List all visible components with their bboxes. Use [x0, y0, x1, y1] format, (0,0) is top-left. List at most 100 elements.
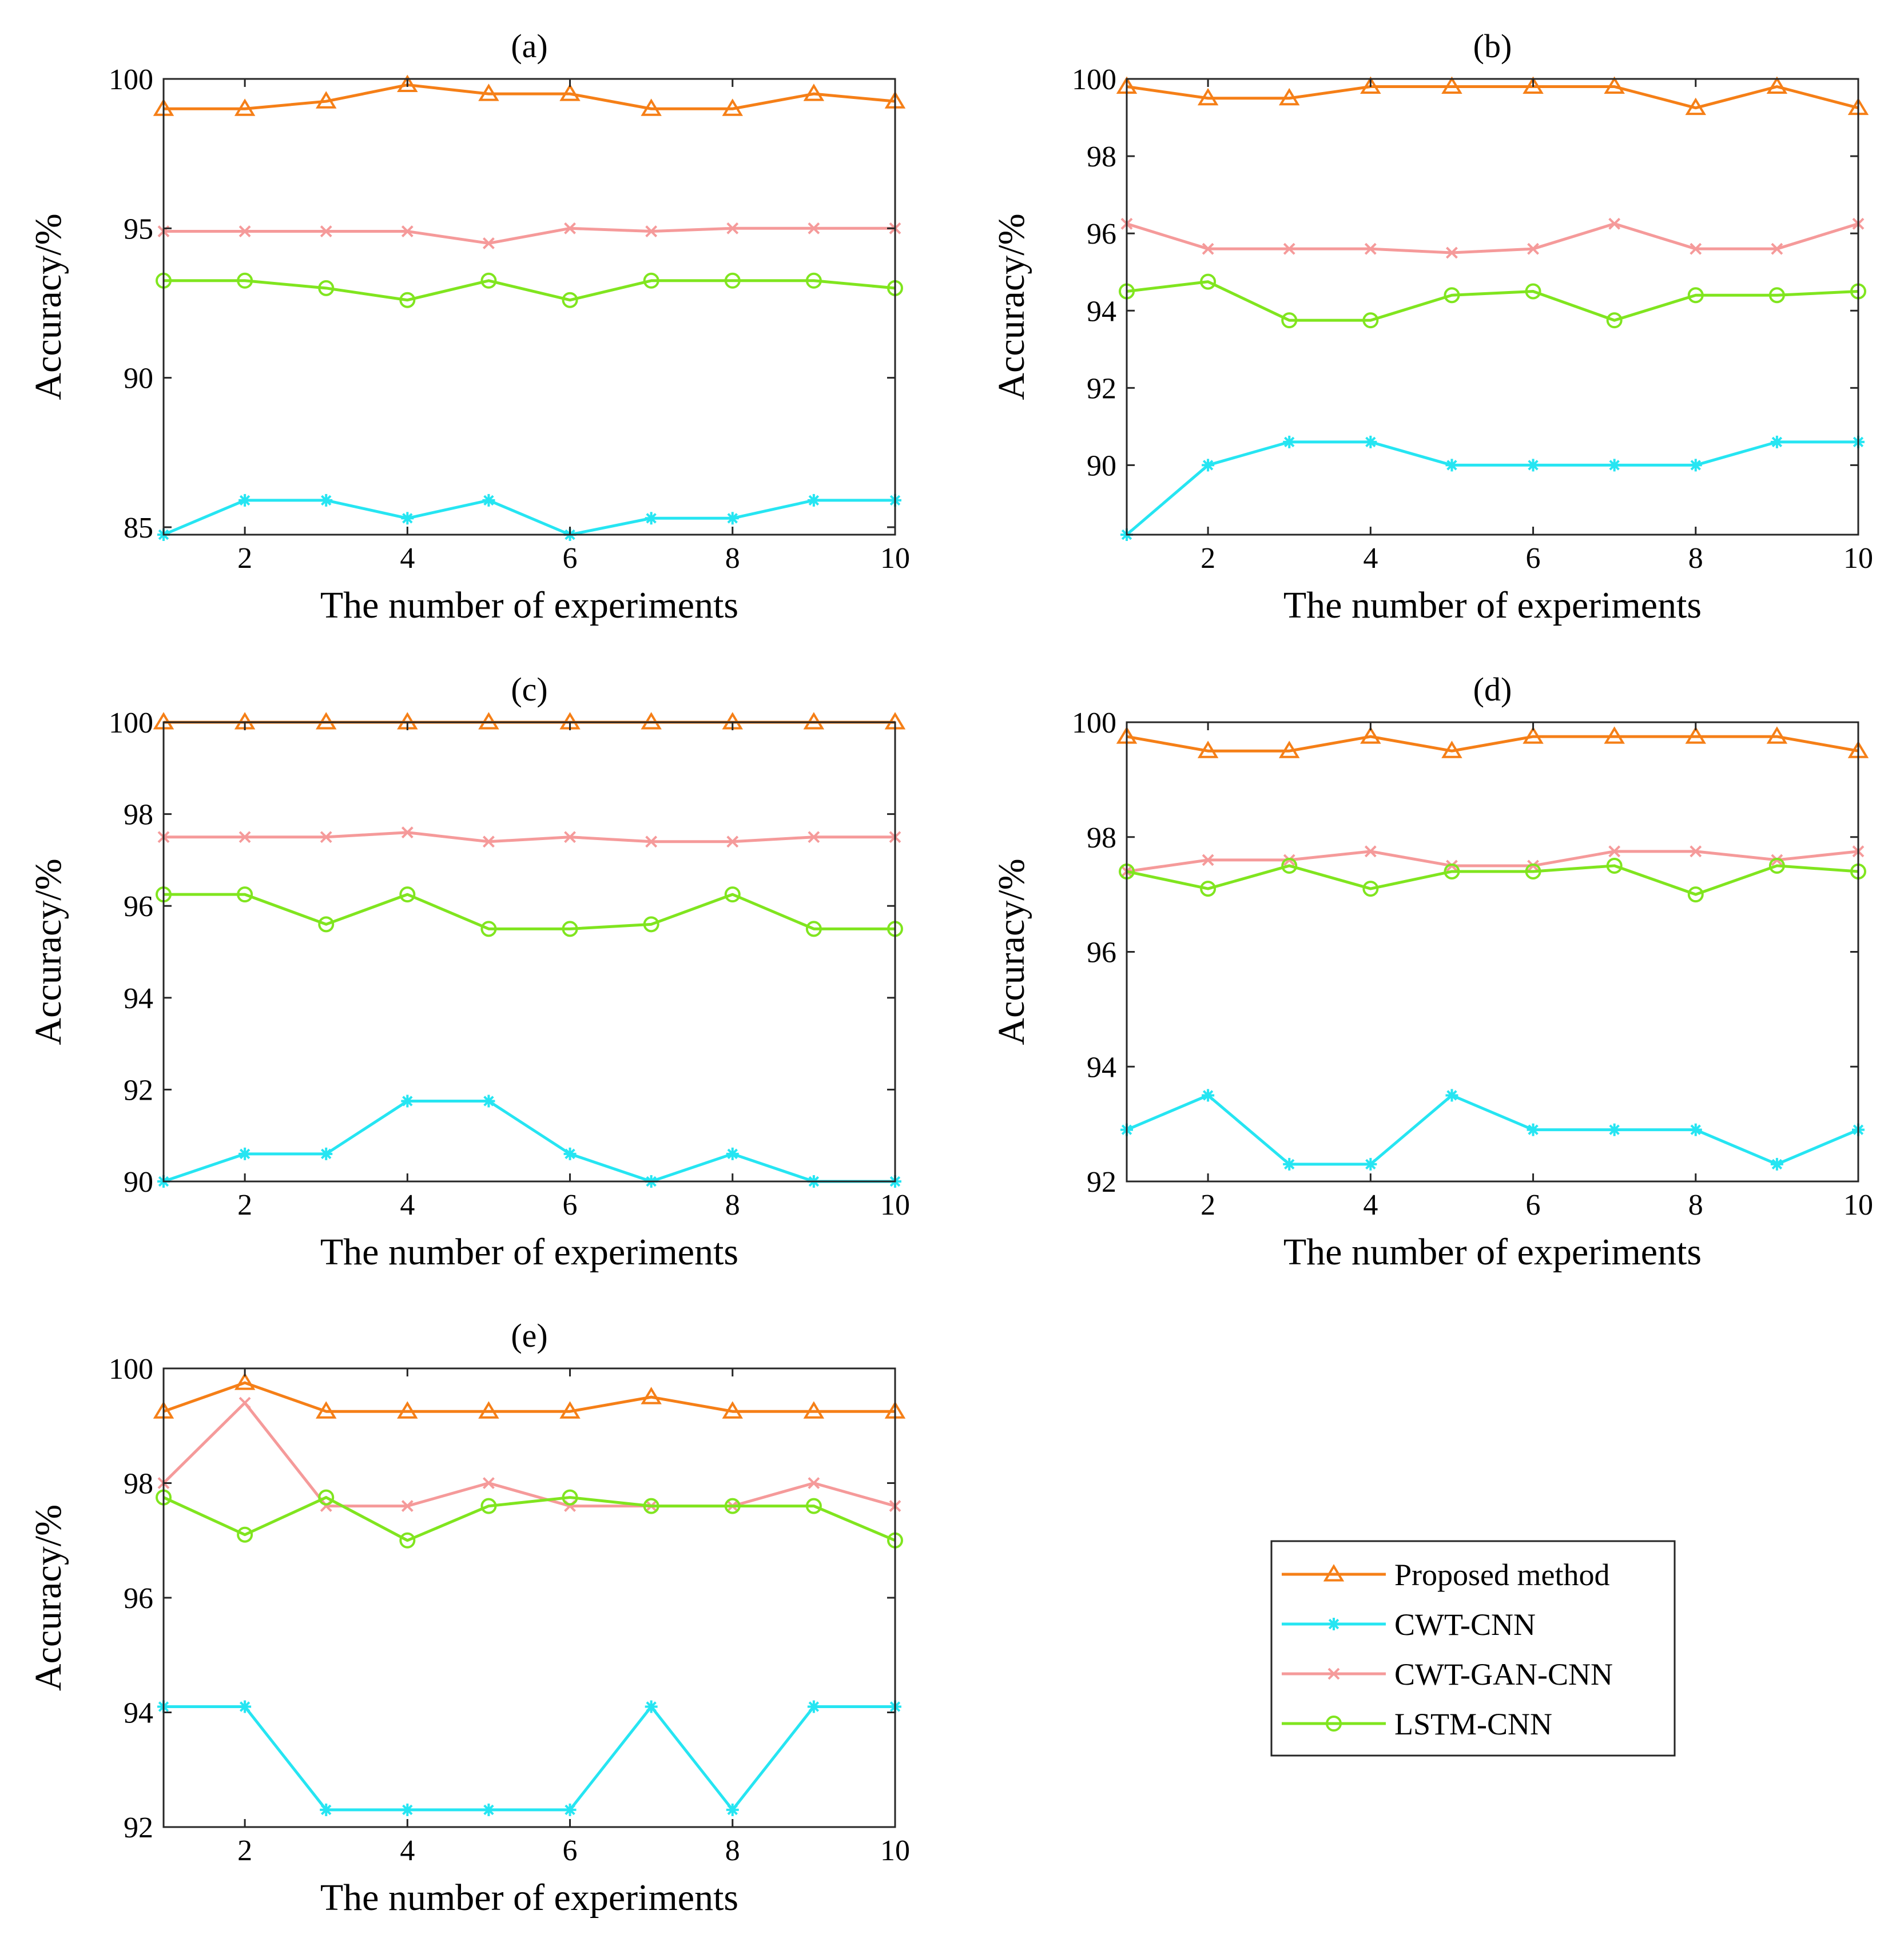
y-tick-label: 96 — [124, 890, 153, 923]
subplot-c: 2 4 6 8 10 90 92 94 96 98 100 (c) The number of expe… — [27, 671, 910, 1273]
series-line-cross — [164, 831, 895, 843]
marker-4-2-cross — [483, 1477, 495, 1489]
marker-5-3-circle — [562, 292, 578, 308]
marker-1-0-triangle — [234, 1372, 256, 1390]
marker-7-2-cross — [726, 222, 739, 234]
x-tick-label: 2 — [1201, 542, 1215, 575]
marker-2-1-asterisk — [320, 1803, 333, 1816]
marker-7-0-triangle — [722, 1401, 744, 1419]
y-tick-label: 98 — [1087, 822, 1116, 854]
marker-5-1-asterisk — [1527, 1123, 1540, 1136]
marker-4-0-triangle — [1441, 76, 1462, 94]
marker-1-1-asterisk — [239, 494, 252, 507]
subplot-title: (c) — [511, 671, 547, 708]
marker-7-3-circle — [724, 272, 741, 289]
marker-4-0-triangle — [478, 83, 499, 101]
marker-7-2-cross — [1690, 242, 1702, 255]
plot-area — [1127, 722, 1858, 1181]
marker-7-1-asterisk — [726, 512, 739, 525]
legend-label: CWT-GAN-CNN — [1394, 1657, 1613, 1692]
x-tick-label: 4 — [1363, 542, 1378, 575]
marker-1-3-circle — [237, 272, 253, 289]
marker-3-1-asterisk — [401, 512, 414, 525]
x-tick-label: 2 — [1201, 1189, 1215, 1221]
x-tick-label: 10 — [880, 1834, 910, 1867]
marker-6-1-asterisk — [645, 512, 658, 525]
marker-4-3-circle — [1444, 863, 1460, 880]
axes-frame — [1126, 78, 1859, 536]
marker-1-1-asterisk — [239, 1147, 252, 1160]
x-tick-label: 4 — [400, 542, 415, 575]
y-axis-label: Accuracy/% — [27, 1505, 69, 1691]
marker-1-1-asterisk — [239, 1700, 252, 1713]
marker-1-1-asterisk — [1202, 1089, 1215, 1102]
legend-entry-asterisk: CWT-CNN — [1282, 1607, 1536, 1642]
x-tick-label: 10 — [880, 542, 910, 575]
marker-3-0-triangle — [397, 74, 418, 92]
marker-5-2-cross — [1527, 242, 1539, 255]
marker-7-0-triangle — [722, 98, 744, 116]
marker-3-2-cross — [401, 225, 414, 237]
x-tick-label: 8 — [725, 1834, 740, 1867]
series-line-triangle — [164, 83, 896, 110]
marker-1-0-triangle — [234, 98, 256, 116]
marker-6-0-triangle — [641, 98, 662, 116]
marker-5-3-circle — [1525, 863, 1541, 880]
marker-1-2-cross — [1202, 854, 1214, 866]
marker-8-3-circle — [805, 272, 822, 289]
marker-5-0-triangle — [1523, 76, 1544, 94]
marker-8-0-triangle — [803, 83, 825, 101]
y-tick-label: 96 — [124, 1582, 153, 1615]
marker-3-1-asterisk — [1364, 435, 1377, 448]
marker-2-0-triangle — [315, 712, 337, 730]
marker-3-3-circle — [399, 886, 416, 903]
marker-2-2-cross — [320, 225, 332, 237]
marker-7-0-triangle — [1685, 97, 1707, 116]
marker-1-2-cross — [239, 831, 251, 843]
y-axis-label: Accuracy/% — [991, 858, 1032, 1045]
y-tick-label: 98 — [124, 799, 153, 831]
series-markers-circle — [1119, 857, 1866, 903]
subplot-a: 2 4 6 8 10 85 90 95 100 (a) The number of experime… — [27, 27, 910, 626]
y-tick-label: 100 — [109, 63, 153, 96]
marker-8-2-cross — [808, 222, 820, 234]
y-axis-label: Accuracy/% — [991, 213, 1032, 400]
series-line-cross — [162, 1401, 896, 1508]
marker-5-1-asterisk — [563, 1803, 577, 1816]
marker-7-3-circle — [1687, 886, 1704, 903]
series-line-asterisk — [163, 499, 895, 536]
marker-6-0-triangle — [1604, 726, 1625, 744]
marker-6-3-circle — [1606, 312, 1623, 329]
marker-4-2-cross — [483, 835, 495, 848]
marker-8-2-cross — [808, 1477, 820, 1489]
subplot-title: (a) — [511, 27, 547, 65]
marker-6-1-asterisk — [645, 1700, 658, 1713]
marker-6-2-cross — [645, 225, 658, 237]
y-tick-label: 92 — [1087, 372, 1116, 405]
marker-2-2-cross — [1283, 242, 1295, 255]
marker-6-3-circle — [643, 916, 659, 933]
marker-5-0-triangle — [559, 83, 581, 101]
marker-4-3-circle — [480, 272, 497, 289]
series-line-circle — [164, 279, 896, 302]
x-tick-label: 6 — [563, 542, 578, 575]
series-line-circle — [1126, 864, 1859, 896]
subplot-b: 2 4 6 8 10 90 92 94 96 98 100 (b) The number of expe… — [991, 27, 1873, 626]
marker-4-1-asterisk — [1445, 459, 1458, 472]
y-tick-label: 94 — [124, 1697, 153, 1730]
marker-legend-1-asterisk — [1327, 1618, 1340, 1630]
marker-2-0-triangle — [315, 91, 337, 109]
marker-5-1-asterisk — [1527, 459, 1540, 472]
series-line-cross — [1126, 850, 1859, 873]
marker-3-1-asterisk — [401, 1095, 414, 1108]
series-line-circle — [1126, 280, 1859, 322]
marker-3-2-cross — [401, 826, 414, 839]
marker-7-3-circle — [724, 1498, 741, 1514]
x-tick-label: 2 — [237, 1834, 252, 1867]
y-tick-label: 92 — [1087, 1166, 1116, 1199]
series-line-asterisk — [1126, 1093, 1859, 1166]
marker-2-0-triangle — [1278, 87, 1300, 106]
series-line-triangle — [163, 1381, 895, 1413]
marker-4-3-circle — [480, 921, 497, 937]
